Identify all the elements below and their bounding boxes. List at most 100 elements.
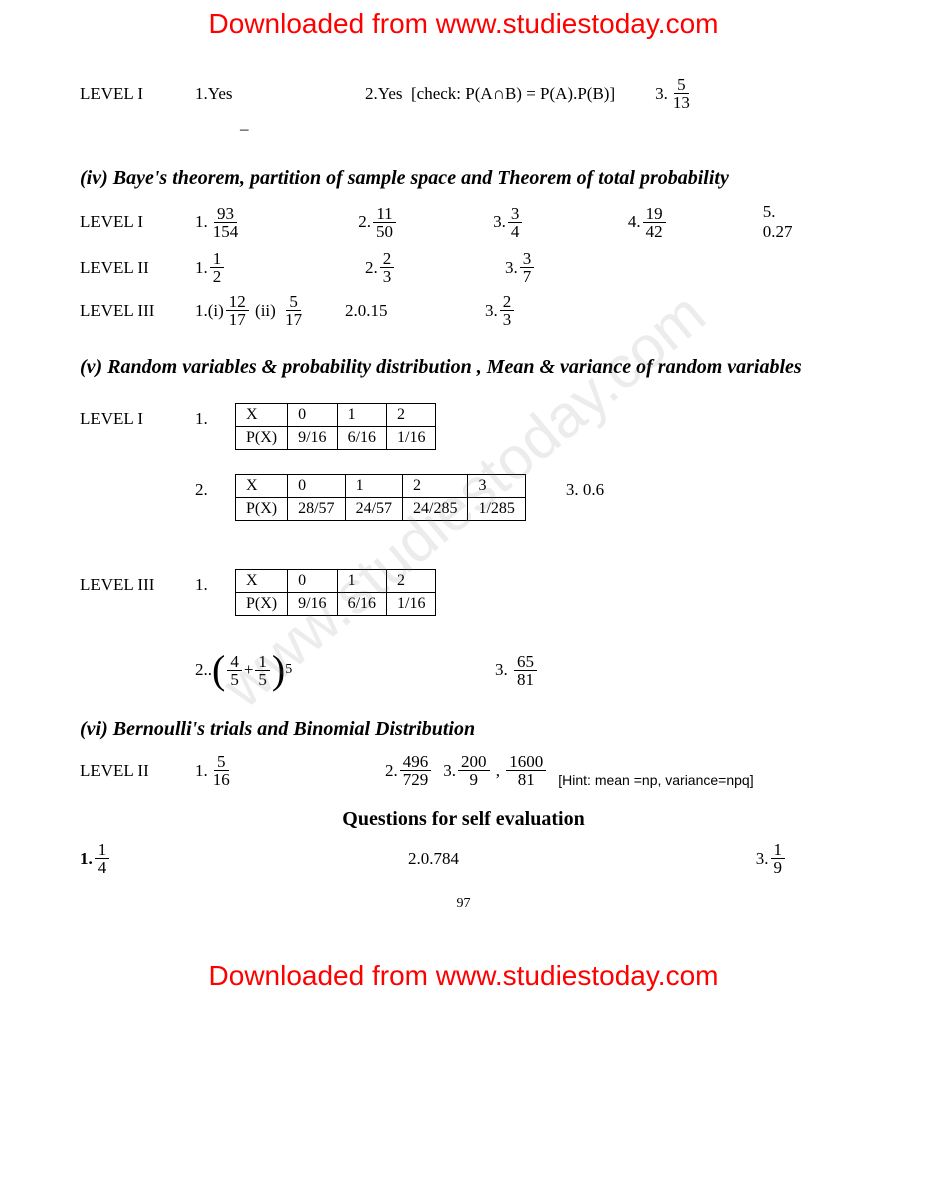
answer-prefix: 3. [505, 258, 518, 278]
answer-prefix: 4. [628, 212, 641, 232]
answer-fraction: 3. 19 [756, 841, 787, 876]
table-cell: X [236, 475, 288, 498]
section-heading-iv: (iv) Baye's theorem, partition of sample… [80, 167, 847, 190]
answer-text: 1.Yes [195, 84, 325, 104]
denominator: 81 [514, 671, 537, 688]
answer-prefix: 2. [385, 761, 398, 781]
hint-text: [Hint: mean =np, variance=npq] [558, 772, 753, 788]
numerator: 11 [373, 205, 395, 223]
answer-prefix: 3. [756, 849, 769, 869]
answer-fraction: 3. 37 [505, 250, 536, 285]
table-cell: 2 [387, 404, 436, 427]
answer-row: LEVEL III 1.(i) 1217 (ii) 517 2.0.15 3. … [80, 293, 847, 328]
table-cell: 1 [337, 404, 386, 427]
table-cell: 24/285 [403, 498, 468, 521]
level-label: LEVEL II [80, 761, 195, 781]
answer-prefix: 3. [655, 84, 668, 104]
denominator: 4 [508, 223, 523, 240]
table-cell: 9/16 [288, 427, 337, 450]
level-label: LEVEL I [80, 399, 195, 429]
denominator: 81 [515, 771, 538, 788]
numerator: 3 [508, 205, 523, 223]
self-eval-heading: Questions for self evaluation [80, 808, 847, 831]
answer-fraction: 1. 14 [80, 841, 111, 876]
section-heading-v: (v) Random variables & probability distr… [80, 356, 847, 379]
answer-fraction: 1. 516 [195, 753, 345, 788]
answer-text: 2.0.784 [408, 849, 459, 869]
numerator: 5 [214, 753, 229, 771]
answer-fraction: 1.(i) 1217 (ii) 517 [195, 293, 325, 328]
table-row: X 0 1 2 3 [236, 475, 526, 498]
page-number: 97 [80, 896, 847, 912]
answer-fraction: 2. 23 [365, 250, 465, 285]
answer-prefix: 2. [365, 258, 378, 278]
table-cell: 0 [288, 475, 345, 498]
answer-text: 2.0.15 [345, 301, 445, 321]
distribution-table: X 0 1 2 3 P(X) 28/57 24/57 24/285 1/285 [235, 474, 526, 521]
denominator: 9 [467, 771, 482, 788]
denominator: 7 [520, 268, 535, 285]
denominator: 9 [771, 859, 786, 876]
numerator: 65 [514, 653, 537, 671]
denominator: 16 [210, 771, 233, 788]
answer-row: LEVEL II 1. 516 2. 496729 3. 2009 , 1600… [80, 753, 847, 788]
table-row: X 0 1 2 [236, 570, 436, 593]
answer-prefix: 1.(i) [195, 301, 224, 321]
answer-row: LEVEL I 1. 93154 2. 1150 3. 34 4. 1942 5… [80, 202, 847, 242]
denominator: 3 [500, 311, 515, 328]
table-cell: X [236, 570, 288, 593]
denominator: 729 [400, 771, 432, 788]
denominator: 3 [380, 268, 395, 285]
answer-row: 1. 14 2.0.784 3. 19 [80, 841, 847, 876]
page-content: www.studiestoday.com LEVEL I 1.Yes 2.Yes… [0, 48, 927, 952]
table-cell: 0 [288, 404, 337, 427]
answer-text: 3. 0.6 [566, 470, 604, 500]
denominator: 13 [670, 94, 693, 111]
answer-row: LEVEL I 1.Yes 2.Yes [check: P(A∩B) = P(A… [80, 76, 847, 111]
table-cell: 6/16 [337, 427, 386, 450]
answer-prefix: 1. [195, 258, 208, 278]
numerator: 2 [500, 293, 515, 311]
numerator: 3 [520, 250, 535, 268]
denominator: 17 [282, 311, 305, 328]
numerator: 5 [674, 76, 689, 94]
numerator: 200 [458, 753, 490, 771]
table-cell: 1 [345, 475, 402, 498]
answer-fraction: 3. 23 [485, 293, 516, 328]
numerator: 1 [210, 250, 225, 268]
answer-prefix: 3. [443, 761, 456, 781]
answer-text: 2.Yes [check: P(A∩B) = P(A).P(B)] [365, 84, 615, 104]
numerator: 5 [286, 293, 301, 311]
denominator: 50 [373, 223, 396, 240]
table-row: P(X) 9/16 6/16 1/16 [236, 427, 436, 450]
table-cell: 6/16 [337, 593, 386, 616]
section-heading-vi: (vi) Bernoulli's trials and Binomial Dis… [80, 718, 847, 741]
answer-prefix: 1. [195, 565, 235, 595]
table-cell: 1/16 [387, 427, 436, 450]
answer-check: [check: P(A∩B) = P(A).P(B)] [411, 84, 615, 104]
level-label: LEVEL III [80, 301, 195, 321]
exponent: 5 [285, 662, 292, 678]
dash-line: – [240, 119, 847, 139]
denominator: 5 [227, 671, 242, 688]
numerator: 496 [400, 753, 432, 771]
plus-sign: + [244, 660, 254, 680]
answer-fraction: 2. 496729 [385, 753, 433, 788]
answer-prefix: 3. [485, 301, 498, 321]
table-cell: 0 [288, 570, 337, 593]
numerator: 19 [643, 205, 666, 223]
answer-row: LEVEL II 1. 12 2. 23 3. 37 [80, 250, 847, 285]
table-row: P(X) 9/16 6/16 1/16 [236, 593, 436, 616]
level-label: LEVEL I [80, 212, 195, 232]
answer-prefix: 1. [195, 212, 208, 232]
table-cell: X [236, 404, 288, 427]
answer-prefix: 3. [495, 660, 508, 680]
distribution-table: X 0 1 2 P(X) 9/16 6/16 1/16 [235, 403, 436, 450]
answer-prefix: 1. [195, 761, 208, 781]
answer-sub: (ii) [255, 301, 276, 321]
header-banner: Downloaded from www.studiestoday.com [0, 0, 927, 48]
table-cell: 28/57 [288, 498, 345, 521]
answer-prefix: 3. [493, 212, 506, 232]
answer-prefix: 2.Yes [365, 84, 403, 104]
table-row: X 0 1 2 [236, 404, 436, 427]
